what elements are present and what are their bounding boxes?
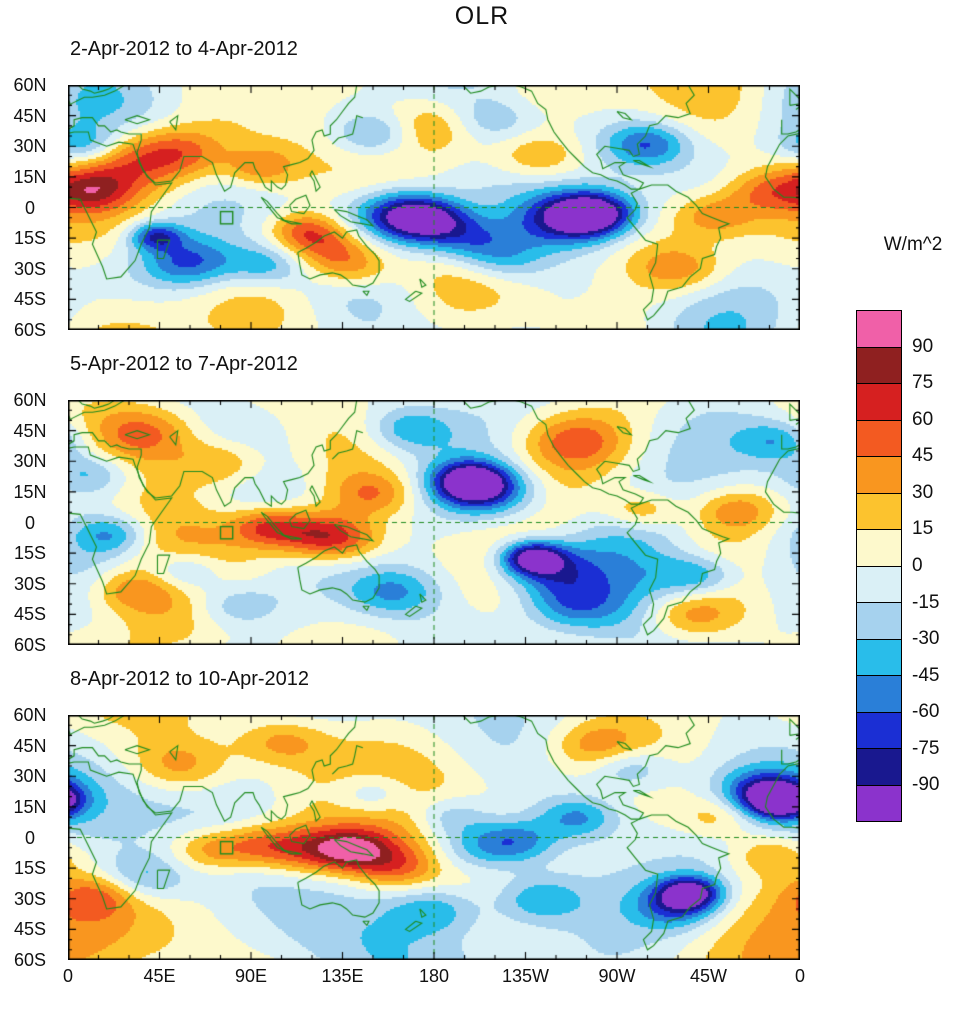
panel-1: 2-Apr-2012 to 4-Apr-2012 60N 45N 30N 15N 0 15… xyxy=(0,38,964,339)
lat-tick-label: 30S xyxy=(13,258,47,279)
colorbar-tick-label: 15 xyxy=(912,518,934,540)
colorbar-tick-label: -30 xyxy=(912,628,940,650)
colorbar-cell xyxy=(857,675,901,712)
lat-axis-labels: 60N 45N 30N 15N 0 15S 30S 45S 60S xyxy=(2,706,60,969)
lat-tick-label: 0 xyxy=(24,197,35,218)
lat-tick-label: 30N xyxy=(13,451,47,472)
colorbar-cell xyxy=(857,602,901,639)
colorbar-tick-label: -90 xyxy=(912,774,940,796)
colorbar-tick-label: 30 xyxy=(912,481,934,503)
panel-1-title: 2-Apr-2012 to 4-Apr-2012 xyxy=(70,38,298,60)
lon-tick-label: 90E xyxy=(234,966,268,986)
colorbar-cell xyxy=(857,711,901,748)
lat-tick-label: 30N xyxy=(13,136,47,157)
chart-title: OLR xyxy=(454,2,510,30)
colorbar xyxy=(856,310,902,822)
lat-tick-label: 30S xyxy=(13,888,47,909)
colorbar-cell xyxy=(857,456,901,493)
lat-tick-label: 60N xyxy=(13,705,47,725)
lon-tick-label: 135W xyxy=(501,966,550,986)
lat-tick-label: 45N xyxy=(13,420,47,441)
colorbar-cell xyxy=(857,383,901,420)
colorbar-cell xyxy=(857,311,901,347)
lat-tick-label: 15N xyxy=(13,166,47,187)
colorbar-tick-labels: 90 75 60 45 30 15 0 -15 -30 -45 -60 -75 -90 xyxy=(912,310,964,822)
lon-tick-label: 45W xyxy=(689,966,727,986)
lat-tick-label: 15N xyxy=(13,481,47,502)
map-canvas-panel-3 xyxy=(68,715,800,960)
colorbar-cell xyxy=(857,638,901,675)
map-canvas-panel-1 xyxy=(68,85,800,330)
lat-tick-label: 15S xyxy=(13,228,47,249)
lon-tick-label: 45E xyxy=(143,966,176,986)
panel-3-title: 8-Apr-2012 to 10-Apr-2012 xyxy=(70,668,310,690)
colorbar-tick-label: 45 xyxy=(912,445,934,467)
lon-tick-label: 0 xyxy=(62,966,73,986)
lat-tick-label: 15S xyxy=(13,543,47,564)
lat-tick-label: 30S xyxy=(13,573,47,594)
lat-tick-label: 45N xyxy=(13,105,47,126)
colorbar-tick-label: -45 xyxy=(912,664,940,686)
map-canvas-panel-2 xyxy=(68,400,800,645)
colorbar-tick-label: 75 xyxy=(912,372,934,394)
lat-axis-labels: 60N 45N 30N 15N 0 15S 30S 45S 60S xyxy=(2,391,60,654)
colorbar-cell xyxy=(857,784,901,821)
lat-tick-label: 60N xyxy=(13,390,47,410)
colorbar-tick-label: 60 xyxy=(912,408,934,430)
colorbar-cell xyxy=(857,748,901,785)
colorbar-cell xyxy=(857,346,901,383)
colorbar-tick-label: -60 xyxy=(912,701,940,723)
lat-tick-label: 60N xyxy=(13,75,47,95)
lon-tick-label: 90W xyxy=(598,966,636,986)
lat-tick-label: 60S xyxy=(13,635,47,655)
lat-tick-label: 45S xyxy=(13,289,47,310)
colorbar-tick-label: 0 xyxy=(912,555,923,576)
lon-tick-label: 135E xyxy=(321,966,364,986)
lat-tick-label: 45S xyxy=(13,604,47,625)
panel-2: 5-Apr-2012 to 7-Apr-2012 60N 45N 30N 15N 0 15… xyxy=(0,353,964,654)
colorbar-tick-label: -75 xyxy=(912,737,940,759)
lat-tick-label: 15N xyxy=(13,796,47,817)
lon-tick-label: 0 xyxy=(794,966,805,986)
lat-tick-label: 0 xyxy=(24,827,35,848)
panel-2-title: 5-Apr-2012 to 7-Apr-2012 xyxy=(70,353,298,375)
colorbar-cell xyxy=(857,565,901,602)
lat-tick-label: 30N xyxy=(13,766,47,787)
colorbar-cell xyxy=(857,419,901,456)
lat-tick-label: 0 xyxy=(24,512,35,533)
panel-3: 8-Apr-2012 to 10-Apr-2012 60N 45N 30N 15N 0 1… xyxy=(0,668,964,969)
lat-tick-label: 15S xyxy=(13,858,47,879)
lon-tick-label: 180 xyxy=(418,966,450,986)
lat-axis-labels: 60N 45N 30N 15N 0 15S 30S 45S 60S xyxy=(2,76,60,339)
lat-tick-label: 60S xyxy=(13,320,47,340)
colorbar-cell xyxy=(857,529,901,566)
colorbar-tick-label: 90 xyxy=(912,335,934,357)
colorbar-unit-label: W/m^2 xyxy=(883,234,943,255)
colorbar-tick-label: -15 xyxy=(912,591,940,613)
lat-tick-label: 45S xyxy=(13,919,47,940)
lat-tick-label: 60S xyxy=(13,950,47,970)
lon-axis-labels: 0 45E 90E 135E 180 135W 90W 45W 0 xyxy=(63,966,805,992)
lat-tick-label: 45N xyxy=(13,735,47,756)
colorbar-cell xyxy=(857,492,901,529)
